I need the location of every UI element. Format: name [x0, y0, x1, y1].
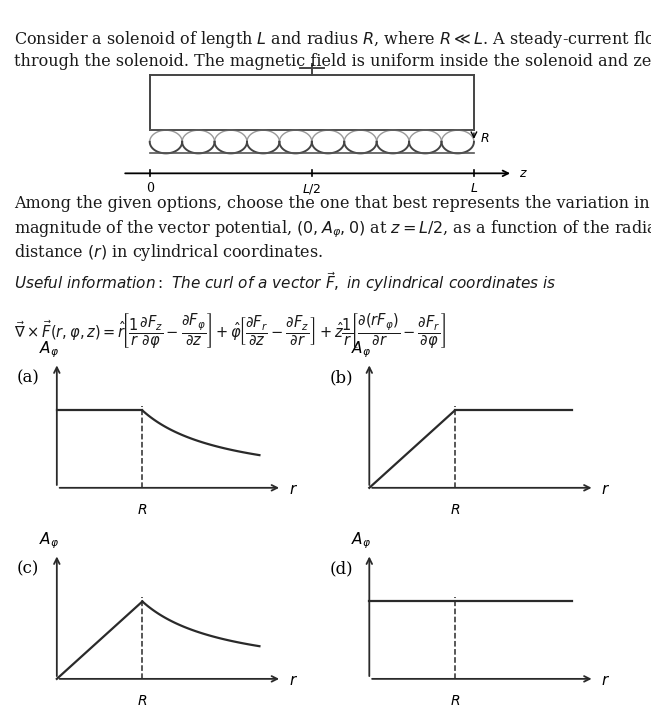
Text: (d): (d) — [329, 560, 353, 577]
Text: distance $\left(r\right)$ in cylindrical coordinates.: distance $\left(r\right)$ in cylindrical… — [14, 242, 324, 263]
Text: $A_\varphi$: $A_\varphi$ — [39, 340, 59, 360]
Text: $R$: $R$ — [137, 694, 148, 708]
Text: $L/2$: $L/2$ — [302, 182, 322, 196]
Text: $r$: $r$ — [288, 483, 298, 497]
Text: Consider a solenoid of length $L$ and radius $R$, where $R\ll L$. A steady-curre: Consider a solenoid of length $L$ and ra… — [14, 29, 651, 50]
Text: $\it{Useful\ information:\ The\ curl\ of\ a\ vector\ }\vec{F}\it{,\ in\ cylindri: $\it{Useful\ information:\ The\ curl\ of… — [14, 270, 557, 293]
Text: through the solenoid. The magnetic field is uniform inside the solenoid and zero: through the solenoid. The magnetic field… — [14, 53, 651, 70]
Text: (b): (b) — [329, 369, 353, 386]
Text: (a): (a) — [17, 369, 40, 386]
Text: $z$: $z$ — [519, 167, 528, 180]
Text: $L$: $L$ — [470, 182, 478, 195]
Text: Among the given options, choose the one that best represents the variation in th: Among the given options, choose the one … — [14, 195, 651, 212]
Text: $R$: $R$ — [137, 503, 148, 517]
Text: $A_\varphi$: $A_\varphi$ — [352, 340, 372, 360]
Text: $A_\varphi$: $A_\varphi$ — [352, 531, 372, 552]
Text: $r$: $r$ — [288, 674, 298, 688]
Text: $r$: $r$ — [601, 483, 610, 497]
Text: (c): (c) — [17, 560, 39, 577]
Text: $\vec{\nabla}\times\vec{F}(r,\varphi,z)=\hat{r}\!\left[\dfrac{1}{r}\dfrac{\parti: $\vec{\nabla}\times\vec{F}(r,\varphi,z)=… — [14, 311, 447, 350]
Text: $R$: $R$ — [450, 694, 460, 708]
Text: 0: 0 — [146, 182, 154, 195]
Text: $A_\varphi$: $A_\varphi$ — [39, 531, 59, 552]
Text: magnitude of the vector potential, $\left(0,A_\varphi,0\right)$ at $z=L/2$, as a: magnitude of the vector potential, $\lef… — [14, 218, 651, 240]
Text: $r$: $r$ — [601, 674, 610, 688]
Text: $R$: $R$ — [480, 132, 490, 145]
Text: $R$: $R$ — [450, 503, 460, 517]
